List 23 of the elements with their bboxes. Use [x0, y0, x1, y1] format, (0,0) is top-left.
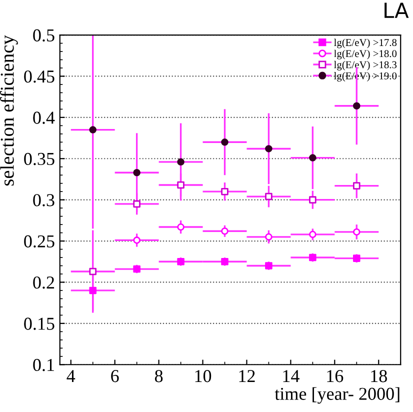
x-tick-label: 12: [239, 370, 255, 382]
y-tick-label: 0.1: [33, 358, 54, 372]
x-tick-label: 10: [195, 370, 212, 382]
text: LA: [384, 2, 409, 18]
legend-label: lg(E/eV) >18.0: [334, 50, 397, 60]
y-axis-title: selection efficiency: [0, 35, 18, 186]
x-tick-label: 4: [66, 370, 76, 382]
y-tick-label: 0.5: [33, 29, 54, 42]
y-tick-label: 0.35: [24, 152, 54, 166]
x-axis-title: time [year- 2000]: [274, 387, 400, 404]
y-tick-label: 0.15: [24, 318, 54, 330]
x-tick-label: 8: [154, 370, 163, 382]
legend-label: lg(E/eV) >17.8: [334, 38, 397, 48]
x-tick-label: 14: [283, 370, 300, 382]
y-tick-label: 0.25: [24, 235, 54, 248]
y-tick-label: 0.3: [33, 194, 54, 206]
x-tick-label: 18: [371, 370, 387, 382]
legend-label: lg(E/eV) >18.3: [334, 60, 397, 70]
y-tick-label: 0.4: [33, 112, 55, 124]
y-tick-label: 0.45: [24, 70, 54, 83]
y-tick-label: 0.2: [33, 276, 54, 289]
x-tick-label: 16: [327, 370, 344, 382]
x-tick-label: 6: [111, 370, 119, 382]
